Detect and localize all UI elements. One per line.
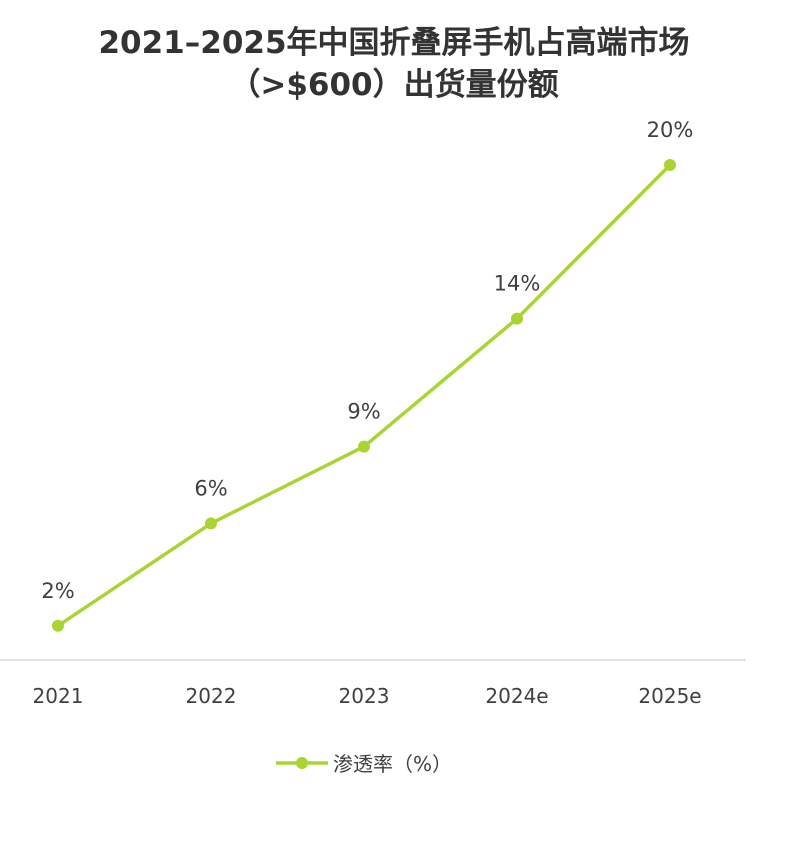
- x-tick-label-2024e: 2024e: [485, 684, 548, 708]
- x-tick-label-2022: 2022: [186, 684, 237, 708]
- chart-title-line-2: （>$600）出货量份额: [229, 67, 559, 103]
- legend-label: 渗透率（%）: [333, 752, 452, 776]
- x-tick-label-2025e: 2025e: [638, 684, 701, 708]
- data-point-2022: [205, 517, 217, 530]
- legend: 渗透率（%）: [276, 752, 452, 776]
- data-label-2021: 2%: [41, 579, 74, 603]
- legend-marker: [296, 757, 308, 769]
- data-label-2025e: 20%: [647, 118, 694, 142]
- data-labels-layer: 2% 6% 9% 14% 20%: [41, 118, 693, 603]
- points-layer: [52, 159, 676, 632]
- data-point-2025e: [664, 159, 676, 171]
- x-tick-label-2023: 2023: [339, 684, 390, 708]
- x-tick-labels-layer: 2021 2022 2023 2024e 2025e: [33, 684, 702, 708]
- data-point-2023: [358, 440, 370, 453]
- x-tick-label-2021: 2021: [33, 684, 84, 708]
- data-label-2024e: 14%: [494, 272, 541, 296]
- data-label-2023: 9%: [347, 400, 380, 424]
- chart-title: 2021–2025年中国折叠屏手机占高端市场 （>$600）出货量份额: [0, 22, 788, 106]
- series-line-penetration-rate: [57, 163, 672, 628]
- series-layer: [57, 163, 672, 628]
- data-point-2024e: [511, 312, 523, 325]
- data-point-2021: [52, 619, 64, 632]
- data-label-2022: 6%: [194, 476, 227, 500]
- chart-title-line-1: 2021–2025年中国折叠屏手机占高端市场: [98, 25, 690, 61]
